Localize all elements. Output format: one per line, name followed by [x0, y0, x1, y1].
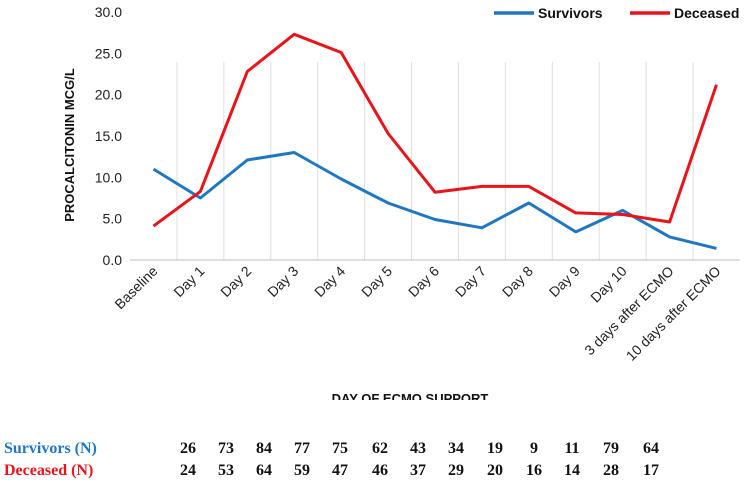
- y-tick-label: 0.0: [103, 252, 123, 268]
- count-cell: 20: [487, 462, 503, 479]
- count-cell: 26: [180, 440, 196, 457]
- x-tick-label: Day 10: [587, 263, 630, 306]
- row-label: Survivors (N): [4, 440, 97, 457]
- y-tick-label: 10.0: [95, 169, 122, 185]
- count-cell: 62: [372, 440, 388, 457]
- count-cell: 11: [564, 440, 580, 457]
- count-cell: 79: [603, 440, 619, 457]
- x-tick-label: Day 5: [358, 263, 395, 300]
- y-tick-labels: 0.0 5.0 10.0 15.0 20.0 25.0 30.0: [95, 4, 122, 268]
- count-cell: 14: [564, 462, 580, 479]
- count-cell: 24: [180, 462, 196, 479]
- y-tick-label: 20.0: [95, 87, 122, 103]
- x-tick-label: 3 days after ECMO: [581, 263, 677, 359]
- count-cell: 19: [487, 440, 503, 457]
- series-line-survivors: [152, 151, 717, 250]
- line-chart: 0.0 5.0 10.0 15.0 20.0 25.0 30.0 Baseline Day 1…: [62, 4, 740, 400]
- count-cell: 34: [448, 440, 464, 457]
- row-label: Deceased (N): [4, 462, 94, 479]
- x-tick-label: Day 2: [217, 263, 254, 300]
- count-cell: 43: [410, 440, 426, 457]
- count-cell: 28: [603, 462, 619, 479]
- grid-lines: [176, 62, 694, 260]
- count-cell: 47: [332, 462, 348, 479]
- x-tick-label: Day 7: [452, 263, 489, 300]
- series-line-deceased: [152, 32, 718, 228]
- x-tick-labels: Baseline Day 1 Day 2 Day 3 Day 4 Day 5 Day 6 Da…: [111, 263, 723, 364]
- y-tick-label: 15.0: [95, 128, 122, 144]
- count-cell: 64: [643, 440, 659, 457]
- x-tick-label: Day 1: [170, 263, 207, 300]
- y-tick-label: 5.0: [103, 211, 123, 227]
- count-cell: 46: [372, 462, 388, 479]
- count-cell: 17: [643, 462, 659, 479]
- count-cell: 29: [448, 462, 464, 479]
- count-cell: 59: [294, 462, 310, 479]
- count-cell: 84: [256, 440, 272, 457]
- x-tick-label: Day 3: [264, 263, 301, 300]
- count-cell: 64: [256, 462, 272, 479]
- x-tick-label: 10 days after ECMO: [623, 263, 724, 364]
- count-cell: 16: [526, 462, 542, 479]
- count-cell: 77: [294, 440, 310, 457]
- count-cell: 9: [530, 440, 538, 457]
- count-cell: 73: [218, 440, 234, 457]
- x-axis-title: DAY OF ECMO SUPPORT: [332, 391, 489, 400]
- x-tick-label: Day 8: [499, 263, 536, 300]
- y-tick-label: 30.0: [95, 4, 122, 20]
- count-cell: 75: [332, 440, 348, 457]
- legend-label: Survivors: [538, 5, 603, 21]
- count-cell: 53: [218, 462, 234, 479]
- legend: Survivors Deceased: [494, 5, 739, 21]
- series-lines: [152, 32, 718, 250]
- y-axis-title: PROCALCITONIN MCG/L: [62, 68, 77, 222]
- x-tick-label: Day 9: [546, 263, 583, 300]
- x-tick-label: Baseline: [111, 263, 160, 312]
- count-cell: 37: [410, 462, 426, 479]
- x-tick-label: Day 6: [405, 263, 442, 300]
- legend-label: Deceased: [674, 5, 739, 21]
- y-tick-label: 25.0: [95, 45, 122, 61]
- x-tick-label: Day 4: [311, 263, 348, 300]
